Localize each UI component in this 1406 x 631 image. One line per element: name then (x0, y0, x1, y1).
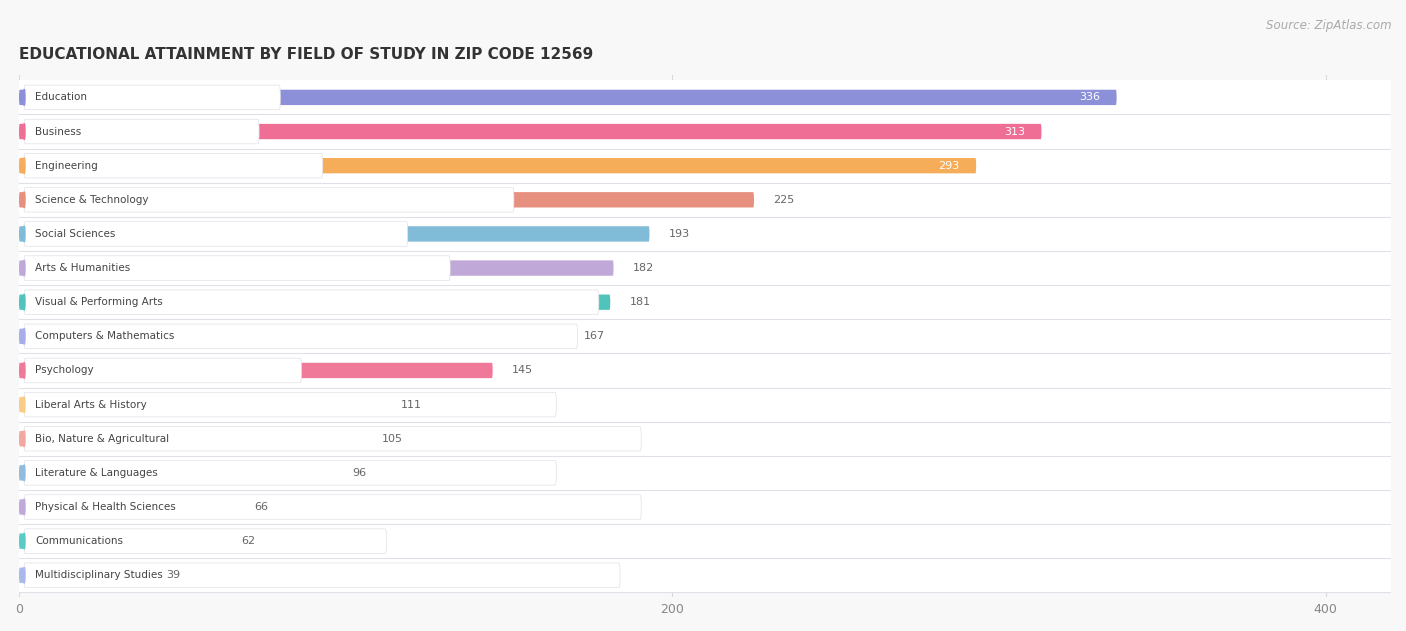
Circle shape (24, 90, 25, 105)
Text: Education: Education (35, 92, 87, 102)
FancyBboxPatch shape (24, 563, 620, 587)
Text: 182: 182 (633, 263, 654, 273)
Text: 66: 66 (254, 502, 269, 512)
FancyBboxPatch shape (20, 192, 754, 208)
FancyBboxPatch shape (24, 427, 641, 451)
FancyBboxPatch shape (24, 461, 557, 485)
FancyBboxPatch shape (20, 158, 976, 174)
Text: Social Sciences: Social Sciences (35, 229, 115, 239)
Circle shape (24, 226, 25, 242)
FancyBboxPatch shape (20, 261, 613, 276)
FancyBboxPatch shape (20, 533, 222, 549)
Text: Literature & Languages: Literature & Languages (35, 468, 157, 478)
Bar (20, 490, 1391, 524)
FancyBboxPatch shape (20, 397, 381, 412)
Circle shape (24, 158, 25, 174)
Bar (20, 387, 1391, 422)
Circle shape (24, 328, 25, 345)
Bar (20, 251, 1391, 285)
FancyBboxPatch shape (24, 187, 515, 212)
Bar (20, 149, 1391, 183)
Circle shape (24, 294, 25, 310)
Bar (20, 422, 1391, 456)
Text: Multidisciplinary Studies: Multidisciplinary Studies (35, 570, 163, 581)
Text: Source: ZipAtlas.com: Source: ZipAtlas.com (1267, 19, 1392, 32)
FancyBboxPatch shape (20, 499, 235, 515)
Text: EDUCATIONAL ATTAINMENT BY FIELD OF STUDY IN ZIP CODE 12569: EDUCATIONAL ATTAINMENT BY FIELD OF STUDY… (20, 47, 593, 62)
Text: 193: 193 (669, 229, 690, 239)
Bar (20, 524, 1391, 558)
FancyBboxPatch shape (24, 324, 578, 348)
Bar (20, 353, 1391, 387)
Text: 181: 181 (630, 297, 651, 307)
Bar (20, 285, 1391, 319)
Text: 105: 105 (381, 433, 402, 444)
FancyBboxPatch shape (20, 329, 565, 344)
FancyBboxPatch shape (24, 256, 450, 280)
FancyBboxPatch shape (24, 529, 387, 553)
FancyBboxPatch shape (24, 290, 599, 314)
FancyBboxPatch shape (20, 431, 361, 446)
FancyBboxPatch shape (20, 465, 333, 481)
Circle shape (24, 260, 25, 276)
Circle shape (24, 431, 25, 447)
FancyBboxPatch shape (24, 119, 259, 144)
Bar (20, 456, 1391, 490)
Text: Visual & Performing Arts: Visual & Performing Arts (35, 297, 163, 307)
FancyBboxPatch shape (24, 85, 280, 110)
Bar (20, 114, 1391, 149)
FancyBboxPatch shape (24, 221, 408, 246)
Circle shape (24, 465, 25, 481)
Text: Psychology: Psychology (35, 365, 94, 375)
Circle shape (24, 124, 25, 139)
Text: 225: 225 (773, 195, 794, 205)
Bar (20, 558, 1391, 593)
Text: 39: 39 (166, 570, 180, 581)
Circle shape (24, 567, 25, 583)
Text: Engineering: Engineering (35, 161, 98, 170)
FancyBboxPatch shape (24, 358, 301, 383)
Circle shape (24, 533, 25, 549)
Text: 293: 293 (939, 161, 960, 170)
Text: 313: 313 (1004, 127, 1025, 136)
Circle shape (24, 362, 25, 379)
Text: 336: 336 (1080, 92, 1101, 102)
Text: Physical & Health Sciences: Physical & Health Sciences (35, 502, 176, 512)
FancyBboxPatch shape (20, 227, 650, 242)
Bar (20, 319, 1391, 353)
Circle shape (24, 192, 25, 208)
Text: 145: 145 (512, 365, 533, 375)
Text: Bio, Nature & Agricultural: Bio, Nature & Agricultural (35, 433, 169, 444)
Bar (20, 183, 1391, 217)
FancyBboxPatch shape (24, 153, 323, 178)
Text: Communications: Communications (35, 536, 122, 546)
Text: 111: 111 (401, 399, 422, 410)
FancyBboxPatch shape (20, 567, 146, 583)
Circle shape (24, 499, 25, 515)
Text: 96: 96 (352, 468, 367, 478)
Bar (20, 80, 1391, 114)
Text: 167: 167 (583, 331, 605, 341)
Text: 62: 62 (242, 536, 256, 546)
Text: Arts & Humanities: Arts & Humanities (35, 263, 131, 273)
Text: Liberal Arts & History: Liberal Arts & History (35, 399, 146, 410)
FancyBboxPatch shape (20, 363, 492, 378)
Text: Science & Technology: Science & Technology (35, 195, 149, 205)
Circle shape (24, 397, 25, 413)
FancyBboxPatch shape (24, 495, 641, 519)
FancyBboxPatch shape (24, 392, 557, 417)
FancyBboxPatch shape (20, 124, 1042, 139)
Text: Business: Business (35, 127, 82, 136)
Text: Computers & Mathematics: Computers & Mathematics (35, 331, 174, 341)
FancyBboxPatch shape (20, 90, 1116, 105)
FancyBboxPatch shape (20, 295, 610, 310)
Bar (20, 217, 1391, 251)
